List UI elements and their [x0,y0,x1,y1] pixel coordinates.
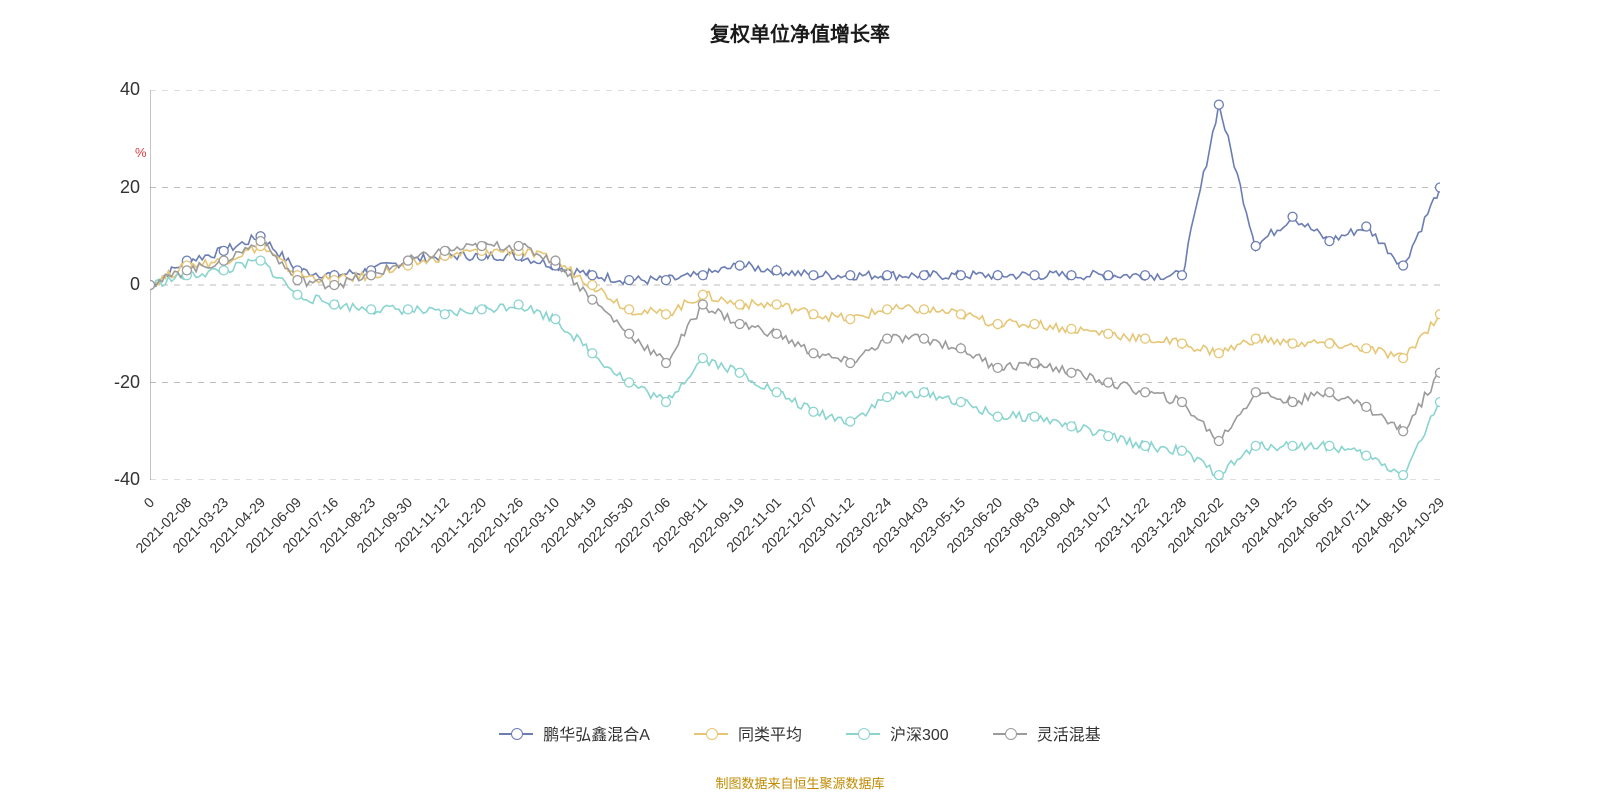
footer-credit: 制图数据来自恒生聚源数据库 [0,773,1600,792]
chart-title: 复权单位净值增长率 [0,18,1600,47]
x-tick: 0 [140,494,157,511]
legend: 鹏华弘鑫混合A 同类平均 沪深300 灵活混基 [0,720,1600,745]
y-tick: 0 [95,274,140,295]
legend-label: 鹏华弘鑫混合A [543,721,650,745]
y-tick: 20 [95,177,140,198]
legend-item: 沪深300 [846,721,949,745]
legend-label: 沪深300 [890,721,949,745]
plot-area [150,90,1440,480]
y-axis-unit: % [135,145,147,160]
chart-container: 复权单位净值增长率 % -40-2002040 02021-02-082021-… [0,0,1600,800]
legend-label: 同类平均 [738,721,802,745]
legend-item: 鹏华弘鑫混合A [499,721,650,745]
legend-label: 灵活混基 [1037,721,1101,745]
y-tick: -40 [95,469,140,490]
y-tick: 40 [95,79,140,100]
y-tick: -20 [95,372,140,393]
legend-item: 同类平均 [694,721,802,745]
legend-item: 灵活混基 [993,721,1101,745]
